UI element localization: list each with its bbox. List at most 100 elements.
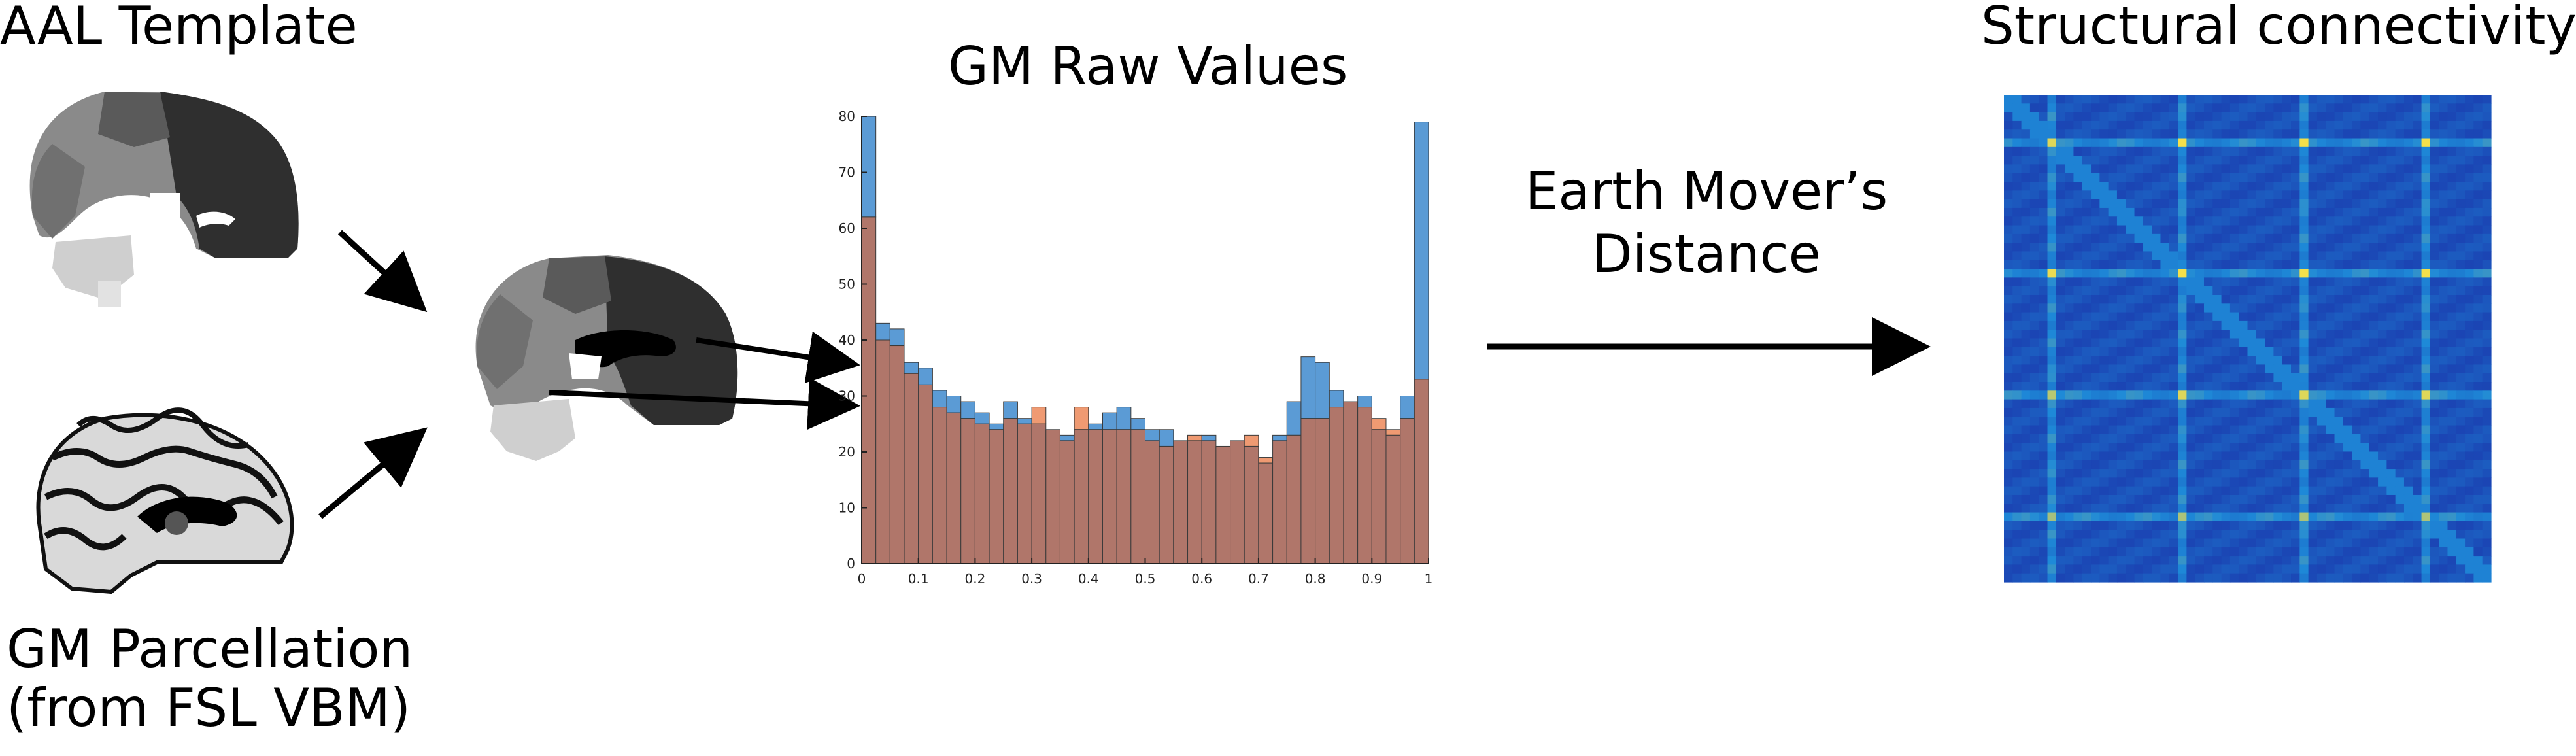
matrix-cell [2421, 225, 2431, 235]
matrix-cell [2099, 434, 2109, 443]
matrix-cell [2386, 173, 2396, 182]
matrix-cell [2239, 512, 2248, 522]
matrix-cell [2430, 547, 2439, 557]
matrix-cell [2421, 538, 2431, 548]
matrix-cell [2178, 504, 2187, 513]
matrix-cell [2004, 425, 2013, 435]
matrix-cell [2265, 129, 2275, 139]
matrix-cell [2247, 251, 2257, 261]
matrix-cell [2021, 330, 2031, 339]
matrix-cell [2116, 556, 2126, 565]
matrix-cell [2134, 460, 2144, 470]
matrix-cell [2239, 443, 2248, 453]
matrix-cell [2039, 390, 2048, 400]
matrix-cell [2039, 521, 2048, 530]
matrix-cell [2256, 138, 2265, 148]
matrix-cell [2378, 434, 2387, 443]
matrix-cell [2229, 564, 2239, 574]
matrix-cell [2047, 146, 2057, 156]
matrix-cell [2039, 269, 2048, 278]
matrix-cell [2056, 225, 2065, 235]
matrix-cell [2360, 469, 2370, 478]
matrix-cell [2012, 216, 2022, 226]
matrix-cell [2004, 303, 2013, 313]
matrix-cell [2108, 347, 2118, 356]
matrix-cell [2160, 199, 2170, 209]
matrix-cell [2186, 138, 2196, 148]
matrix-cell [2012, 460, 2022, 470]
matrix-cell [2473, 173, 2483, 182]
matrix-cell [2134, 494, 2144, 504]
matrix-cell [2369, 556, 2379, 565]
matrix-cell [2352, 469, 2362, 478]
matrix-cell [2186, 521, 2196, 530]
matrix-cell [2247, 521, 2257, 530]
matrix-cell [2326, 521, 2335, 530]
matrix-cell [2265, 207, 2275, 217]
matrix-cell [2195, 129, 2205, 139]
matrix-cell [2178, 164, 2187, 174]
matrix-cell [2073, 347, 2083, 356]
matrix-cell [2282, 173, 2292, 182]
matrix-cell [2413, 373, 2422, 383]
matrix-cell [2073, 504, 2083, 513]
matrix-cell [2021, 173, 2031, 182]
matrix-cell [2378, 146, 2387, 156]
matrix-cell [2413, 399, 2422, 409]
matrix-cell [2256, 573, 2265, 583]
matrix-cell [2012, 417, 2022, 426]
matrix-cell [2143, 538, 2152, 548]
matrix-cell [2456, 417, 2466, 426]
matrix-cell [2291, 364, 2300, 374]
matrix-cell [2256, 156, 2265, 165]
matrix-cell [2221, 120, 2231, 130]
matrix-cell [2012, 390, 2022, 400]
matrix-cell [2126, 469, 2135, 478]
matrix-cell [2091, 469, 2100, 478]
matrix-cell [2395, 303, 2405, 313]
matrix-cell [2334, 338, 2344, 348]
matrix-cell [2073, 303, 2083, 313]
matrix-cell [2186, 182, 2196, 191]
matrix-cell [2299, 364, 2309, 374]
matrix-cell [2256, 129, 2265, 139]
matrix-cell [2334, 146, 2344, 156]
matrix-cell [2421, 182, 2431, 191]
matrix-cell [2430, 477, 2439, 487]
matrix-cell [2439, 243, 2449, 252]
matrix-cell [2343, 338, 2352, 348]
matrix-cell [2029, 451, 2039, 461]
matrix-cell [2073, 399, 2083, 409]
matrix-cell [2369, 521, 2379, 530]
matrix-cell [2073, 512, 2083, 522]
histogram-bar-top [1102, 412, 1117, 430]
matrix-cell [2152, 338, 2161, 348]
matrix-cell [2316, 469, 2326, 478]
matrix-cell [2203, 477, 2213, 487]
matrix-cell [2229, 364, 2239, 374]
matrix-cell [2169, 417, 2178, 426]
matrix-cell [2360, 320, 2370, 330]
matrix-cell [2126, 364, 2135, 374]
matrix-cell [2465, 477, 2474, 487]
matrix-cell [2143, 382, 2152, 391]
matrix-cell [2091, 251, 2100, 261]
matrix-cell [2482, 156, 2492, 165]
matrix-cell [2326, 443, 2335, 453]
matrix-cell [2386, 103, 2396, 113]
matrix-cell [2029, 269, 2039, 278]
matrix-cell [2134, 182, 2144, 191]
matrix-cell [2152, 504, 2161, 513]
matrix-cell [2456, 573, 2466, 583]
matrix-cell [2108, 312, 2118, 322]
matrix-cell [2291, 199, 2300, 209]
matrix-cell [2352, 451, 2362, 461]
matrix-cell [2143, 556, 2152, 565]
matrix-cell [2134, 530, 2144, 540]
matrix-cell [2326, 512, 2335, 522]
matrix-cell [2282, 103, 2292, 113]
matrix-cell [2152, 243, 2161, 252]
matrix-cell [2273, 494, 2283, 504]
matrix-cell [2160, 303, 2170, 313]
matrix-cell [2308, 373, 2318, 383]
